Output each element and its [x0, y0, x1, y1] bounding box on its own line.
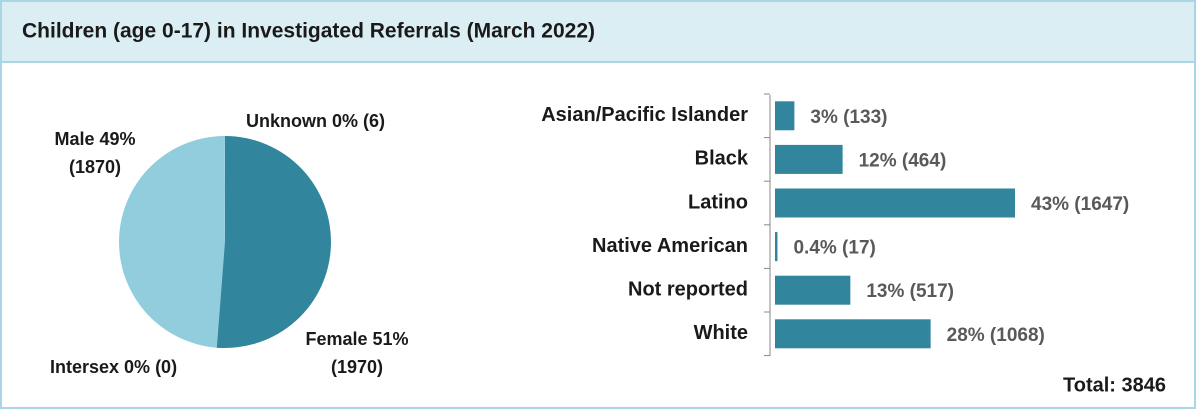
- header-band: [0, 0, 1196, 63]
- bar: [775, 144, 843, 174]
- pie-slice: [118, 136, 225, 348]
- pie-value-label: (1870): [69, 157, 121, 177]
- bar-value-label: 28% (1068): [947, 325, 1045, 346]
- category-label: Latino: [688, 191, 748, 213]
- bar-value-label: 43% (1647): [1031, 194, 1129, 215]
- pie-label: Male 49%: [54, 129, 135, 149]
- pie-slice: [223, 136, 225, 242]
- bar: [775, 101, 795, 131]
- panel-title: Children (age 0-17) in Investigated Refe…: [22, 20, 595, 43]
- total: Total: 3846: [1063, 374, 1166, 396]
- bar: [775, 319, 931, 349]
- pie-slice: [216, 136, 331, 348]
- bar: [775, 232, 778, 262]
- pie-label: Unknown 0%: [246, 111, 358, 131]
- bar-value-label: 13% (517): [866, 281, 954, 302]
- pie-value-label: (1970): [331, 357, 383, 377]
- pie-value-label: (6): [363, 111, 385, 131]
- pie-value-label: (0): [155, 357, 177, 377]
- category-label: Asian/Pacific Islander: [541, 104, 748, 126]
- category-label: Black: [695, 148, 749, 170]
- category-label: Not reported: [628, 278, 748, 300]
- bar: [775, 188, 1015, 218]
- bar: [775, 275, 851, 305]
- pie-slice: [216, 241, 226, 348]
- bar-value-label: 0.4% (17): [793, 238, 875, 259]
- pie-label: Intersex 0%: [50, 357, 150, 377]
- category-label: White: [694, 322, 748, 344]
- bar-value-label: 3% (133): [810, 107, 887, 128]
- bar-value-label: 12% (464): [859, 150, 947, 171]
- category-label: Native American: [592, 235, 748, 257]
- pie-label: Female 51%: [305, 329, 408, 349]
